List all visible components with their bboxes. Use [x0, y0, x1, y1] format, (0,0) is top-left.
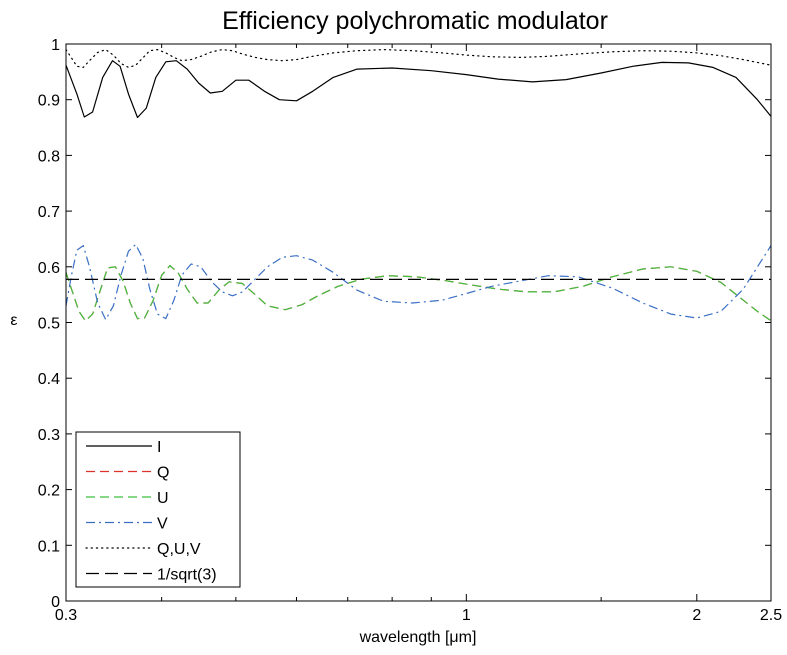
legend-label-5: 1/sqrt(3)	[157, 567, 217, 584]
y-tick-label-10: 1	[51, 37, 60, 54]
series-line-3	[65, 243, 772, 321]
legend-label-4: Q,U,V	[157, 541, 201, 558]
series-line-4	[65, 49, 772, 68]
x-tick-label-2: 2	[692, 607, 701, 624]
y-tick-label-5: 0.5	[38, 316, 60, 333]
series-layer	[65, 49, 772, 322]
legend-label-2: U	[157, 490, 169, 507]
chart-title: Efficiency polychromatic modulator	[222, 7, 608, 35]
y-tick-label-4: 0.4	[38, 371, 60, 388]
legend-box	[75, 431, 241, 588]
tick-layer: 0 0.1 0.2 0.3 0.4 0.5 0.6 0.7 0.8 0.9 1 0.3 1 2 2.5	[38, 37, 782, 624]
y-axis-label: ε	[10, 312, 17, 329]
x-tick-label-1: 1	[462, 607, 471, 624]
x-tick-label-0: 0.3	[55, 607, 77, 624]
y-tick-label-3: 0.3	[38, 427, 60, 444]
x-axis-label: wavelength [μm]	[359, 629, 477, 646]
x-tick-label-3: 2.5	[760, 607, 782, 624]
series-line-0	[65, 60, 772, 119]
y-tick-label-9: 0.9	[38, 93, 60, 110]
y-tick-label-8: 0.8	[38, 148, 60, 165]
legend-label-1: Q	[157, 465, 169, 482]
y-tick-label-7: 0.7	[38, 204, 60, 221]
y-tick-label-2: 0.2	[38, 483, 60, 500]
y-tick-label-0: 0	[51, 594, 60, 611]
legend-label-0: I	[157, 439, 161, 456]
legend-label-3: V	[157, 516, 168, 533]
y-tick-label-6: 0.6	[38, 260, 60, 277]
y-tick-label-1: 0.1	[38, 538, 60, 555]
